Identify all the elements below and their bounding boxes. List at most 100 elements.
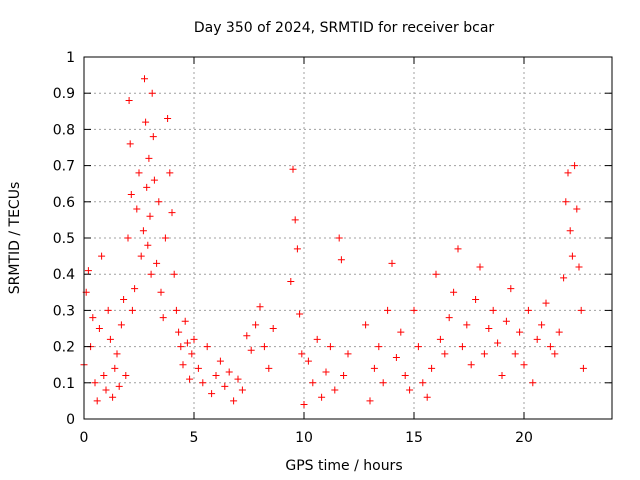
- data-point: [538, 321, 546, 329]
- x-tick-label: 10: [295, 430, 313, 446]
- data-point: [188, 350, 196, 358]
- data-point: [375, 343, 383, 351]
- data-point: [216, 357, 224, 365]
- data-point: [155, 198, 163, 206]
- data-point: [153, 259, 161, 267]
- data-point: [146, 212, 154, 220]
- x-axis-label: GPS time / hours: [285, 458, 402, 474]
- data-point: [476, 263, 484, 271]
- data-point: [463, 321, 471, 329]
- data-point: [410, 306, 418, 314]
- data-point: [194, 364, 202, 372]
- data-point: [293, 245, 301, 253]
- data-point: [428, 364, 436, 372]
- data-point: [546, 343, 554, 351]
- y-tick-label: 0.6: [53, 195, 75, 211]
- data-point: [230, 397, 238, 405]
- data-point: [335, 234, 343, 242]
- y-tick-label: 0: [66, 412, 75, 428]
- data-point: [511, 350, 519, 358]
- data-point: [124, 234, 132, 242]
- data-point: [125, 96, 133, 104]
- data-point: [414, 343, 422, 351]
- y-tick-label: 0.9: [53, 86, 75, 102]
- data-point: [139, 227, 147, 235]
- data-point: [419, 379, 427, 387]
- data-point: [161, 234, 169, 242]
- data-point: [115, 382, 123, 390]
- data-point: [560, 274, 568, 282]
- data-point: [304, 357, 312, 365]
- data-point: [298, 350, 306, 358]
- data-point: [441, 350, 449, 358]
- data-point: [529, 379, 537, 387]
- data-point: [480, 350, 488, 358]
- data-point: [93, 397, 101, 405]
- data-point: [300, 401, 308, 409]
- y-tick-label: 0.5: [53, 231, 75, 247]
- data-point: [533, 335, 541, 343]
- data-point: [234, 375, 242, 383]
- data-point: [84, 267, 92, 275]
- y-tick-label: 1: [66, 50, 75, 66]
- data-point: [502, 317, 510, 325]
- data-point: [179, 361, 187, 369]
- data-point: [269, 325, 277, 332]
- data-point: [362, 321, 370, 329]
- data-point: [95, 325, 103, 332]
- data-point: [148, 89, 156, 97]
- data-point: [436, 335, 444, 343]
- data-point: [384, 306, 392, 314]
- data-point: [296, 310, 304, 318]
- data-point: [524, 306, 532, 314]
- tick-labels: 00.10.20.30.40.50.60.70.80.910 5 10 15 20: [53, 50, 533, 446]
- data-point: [568, 252, 576, 260]
- data-point: [542, 299, 550, 307]
- data-point: [265, 364, 273, 372]
- data-point: [326, 343, 334, 351]
- data-point: [485, 325, 493, 332]
- data-point: [337, 256, 345, 264]
- data-point: [406, 386, 414, 394]
- data-point: [208, 390, 216, 398]
- grid-lines: [84, 57, 612, 419]
- ticks: [83, 56, 612, 420]
- x-tick-label: 15: [405, 430, 423, 446]
- data-point: [142, 118, 150, 126]
- data-point: [102, 386, 110, 394]
- data-point: [313, 335, 321, 343]
- data-point: [252, 321, 260, 329]
- data-point: [175, 328, 183, 336]
- data-point: [289, 165, 297, 173]
- data-point: [141, 75, 148, 83]
- data-point: [238, 386, 246, 394]
- data-point: [104, 306, 112, 314]
- data-point: [260, 343, 268, 351]
- data-point: [122, 372, 130, 380]
- data-point: [186, 375, 194, 383]
- data-point: [472, 296, 480, 304]
- data-point: [127, 191, 135, 199]
- data-point: [212, 372, 220, 380]
- data-point: [450, 288, 458, 296]
- x-tick-label: 5: [190, 430, 199, 446]
- data-point: [401, 372, 409, 380]
- y-tick-label: 0.7: [53, 159, 75, 175]
- data-point: [128, 306, 136, 314]
- data-point: [203, 343, 211, 351]
- data-point: [111, 364, 119, 372]
- data-point: [564, 169, 572, 177]
- data-point: [467, 361, 475, 369]
- data-point: [145, 154, 153, 162]
- data-point: [168, 209, 176, 217]
- data-point: [137, 252, 145, 260]
- data-point: [520, 361, 528, 369]
- data-point: [247, 346, 255, 354]
- data-point: [392, 353, 400, 361]
- data-point: [172, 306, 180, 314]
- data-point: [445, 314, 453, 322]
- data-point: [579, 364, 587, 372]
- data-point: [190, 335, 198, 343]
- data-point: [397, 328, 405, 336]
